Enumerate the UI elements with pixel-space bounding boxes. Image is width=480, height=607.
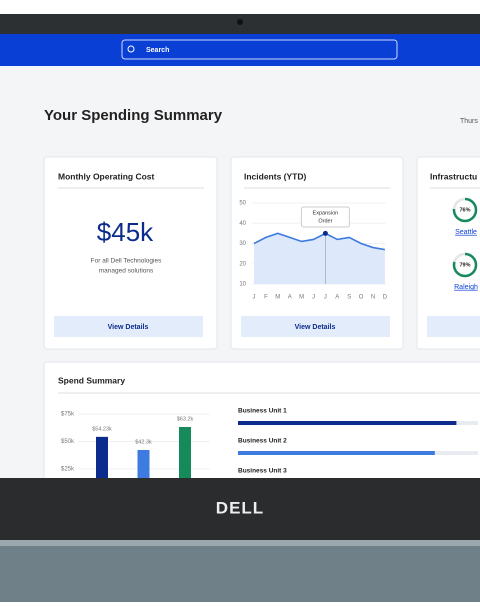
x-tick-label: M (275, 295, 280, 301)
x-tick-label: O (359, 295, 364, 301)
button[interactable] (241, 316, 390, 337)
screen: Search Your Spending Summary Thurs Month… (0, 34, 480, 478)
x-tick-label: J (324, 295, 327, 301)
x-tick-label: J (253, 295, 256, 301)
logo: DELL (216, 498, 264, 517)
gauge (452, 197, 478, 223)
x-tick-label: S (347, 295, 351, 301)
search-box[interactable] (121, 39, 398, 60)
y-tick-label: $25k (61, 467, 75, 473)
card-title: Incidents (YTD) (244, 171, 307, 181)
y-tick-label: $50k (61, 439, 75, 445)
card (416, 156, 480, 350)
y-tick-label: 30 (239, 241, 246, 247)
x-tick-label: J (312, 295, 315, 301)
note: managed solutions (99, 268, 154, 275)
progress (238, 451, 435, 455)
unit-name: Business Unit 1 (238, 408, 287, 415)
unit-name: Business Unit 3 (238, 468, 287, 475)
amount: $45k (97, 217, 154, 247)
bar-label: $54.23k (92, 426, 112, 432)
x-tick-label: M (299, 295, 304, 301)
bar-label: $42.3k (135, 439, 152, 445)
x-tick-label: A (288, 295, 292, 301)
card (43, 361, 480, 478)
area (254, 233, 385, 284)
bar (96, 436, 108, 478)
card-title: Monthly Operating Cost (58, 171, 155, 181)
bottom-bezel (0, 478, 480, 540)
x-tick-label: A (335, 295, 339, 301)
y-tick-label: 50 (239, 201, 246, 207)
tooltip-text: Order (318, 218, 332, 224)
camera (237, 19, 243, 25)
laptop-base (0, 540, 480, 602)
y-tick-label: 10 (239, 282, 246, 288)
button-label: View Details (295, 324, 336, 331)
button[interactable] (427, 316, 480, 337)
gauge-label: 76% (459, 207, 470, 213)
x-tick-label: N (371, 295, 375, 301)
date: Thurs (460, 118, 478, 125)
search-label: Search (146, 47, 169, 54)
bar-label: $63.2k (177, 416, 194, 422)
gauge (452, 252, 478, 278)
bar (137, 449, 150, 478)
y-tick-label: $75k (61, 412, 75, 418)
progress (238, 421, 457, 425)
note: For all Dell Technologies (91, 258, 162, 265)
gauge-label: 79% (459, 262, 470, 268)
search-icon (127, 45, 135, 53)
card-title: Infrastructu (430, 171, 477, 181)
button[interactable] (54, 316, 203, 337)
tooltip-text: Expansion (313, 210, 339, 216)
card (43, 156, 218, 350)
x-tick-label: D (383, 295, 388, 301)
y-tick-label: 40 (239, 221, 246, 227)
bar (179, 426, 191, 478)
card-title: Spend Summary (58, 375, 125, 385)
button-label: View Details (108, 324, 149, 331)
hinge (0, 540, 480, 546)
page-title: Your Spending Summary (44, 107, 223, 124)
line (253, 232, 386, 251)
site-link[interactable]: Seattle (455, 229, 477, 236)
tooltip (300, 206, 350, 228)
site-link[interactable]: Raleigh (454, 284, 478, 291)
unit-name: Business Unit 2 (238, 438, 287, 445)
y-tick-label: 20 (239, 261, 246, 267)
highlight-point (322, 230, 328, 236)
x-tick-label: F (264, 295, 268, 301)
